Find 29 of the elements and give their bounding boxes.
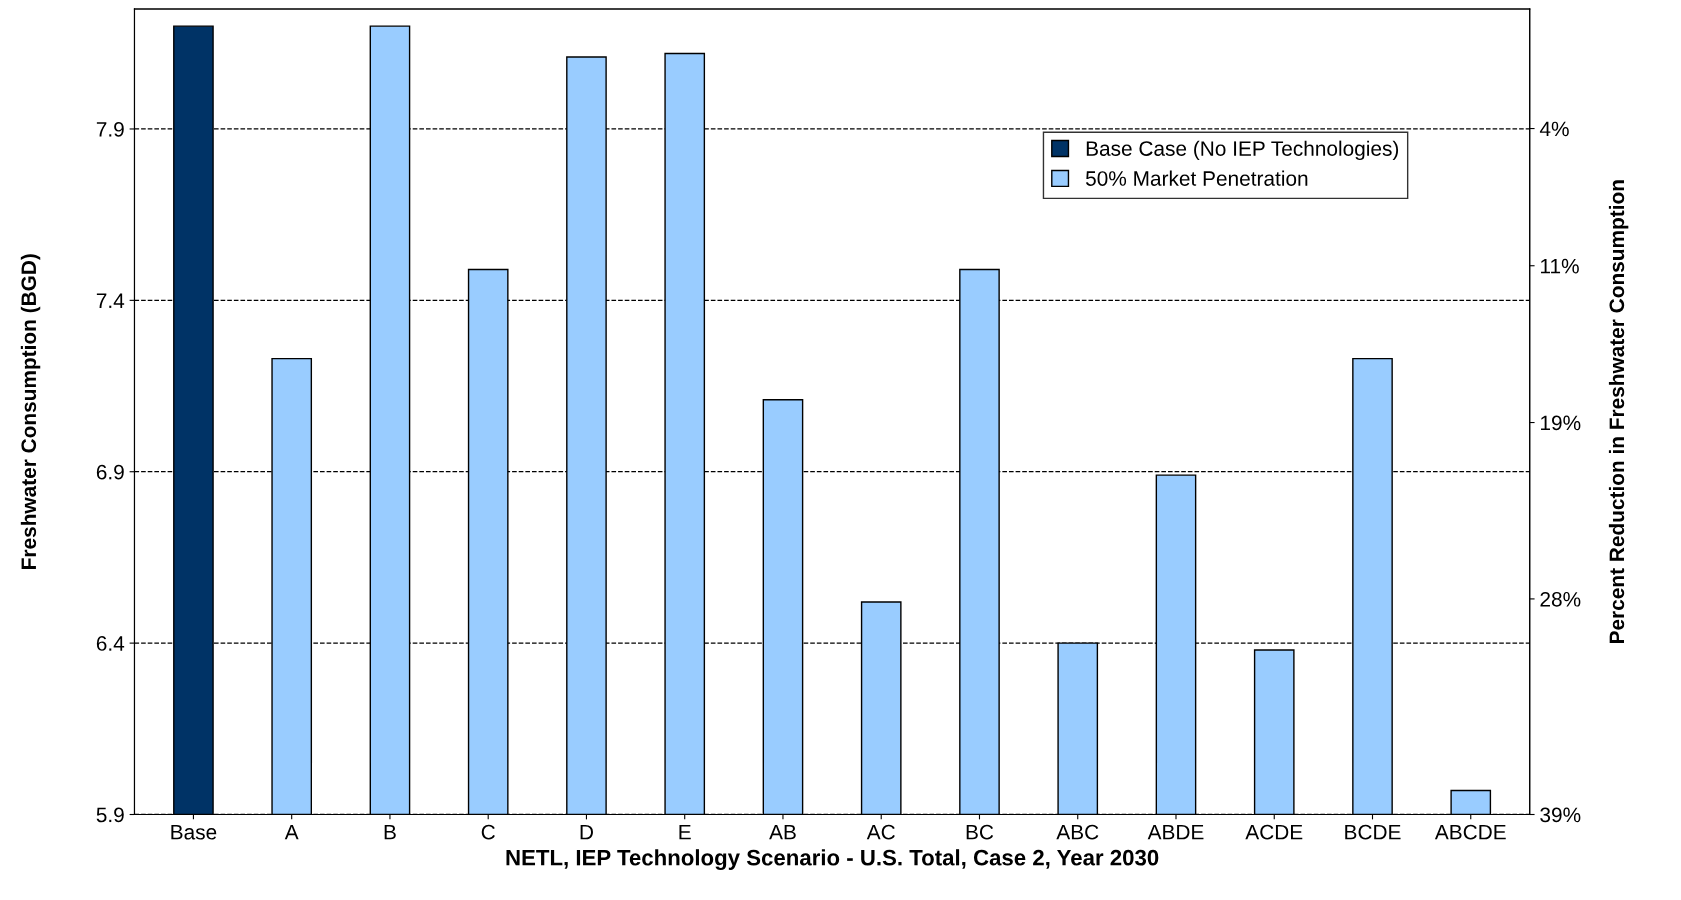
x-tick-label: ABDE [1147,824,1204,840]
x-tick-label: A [284,824,299,840]
x-tick-label: BCDE [1345,824,1401,840]
legend-label: 50% Market Penetration [1085,170,1308,186]
x-axis-title: NETL, IEP Technology Scenario - U.S. Total, Case 2, Year 2030 [506,849,1159,871]
y-tick-label: 6.4 [96,636,125,651]
x-tick-label: BC [966,824,994,840]
y2-axis-title: Percent Reduction in Freshwater Consumption [1608,180,1629,644]
y-tick-label: 7.4 [96,293,125,308]
x-tick-label: B [384,824,396,840]
x-tick-label: E [679,824,691,840]
y2-tick-label: 4% [1539,121,1569,137]
y2-tick-label: 28% [1540,591,1581,607]
legend-label: Base Case (No IEP Technologies) [1086,140,1399,161]
y-tick-label: 5.9 [96,807,124,823]
x-tick-label: ABCDE [1434,824,1506,840]
y-axis-title: Freshwater Consumption (BGD) [20,254,41,569]
x-tick-label: AB [769,824,796,840]
x-tick-label: C [481,824,495,840]
y2-tick-label: 39% [1540,807,1581,823]
x-tick-label: ACDE [1245,824,1303,840]
y2-tick-label: 19% [1541,415,1581,431]
x-tick-label: Base [171,824,217,840]
x-tick-label: ABC [1056,824,1099,840]
y-tick-label: 7.9 [96,121,124,137]
x-tick-label: D [580,824,593,840]
y-tick-label: 6.9 [96,464,124,480]
x-tick-label: AC [866,824,895,840]
y2-tick-label: 11% [1541,258,1579,274]
